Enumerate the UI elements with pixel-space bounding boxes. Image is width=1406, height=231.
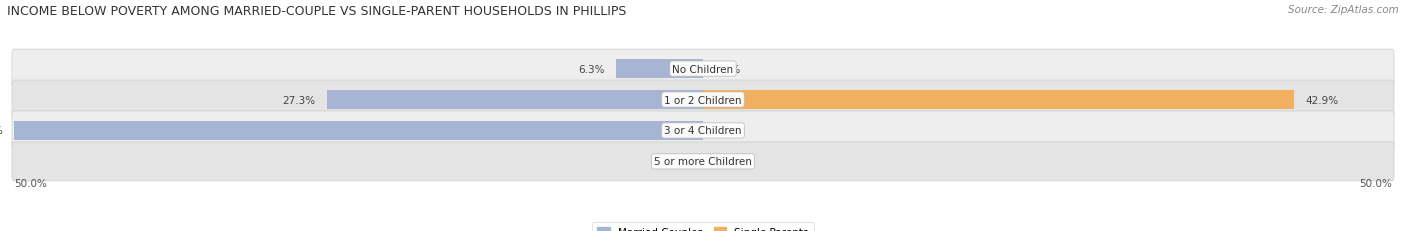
FancyBboxPatch shape [13, 50, 1393, 89]
Text: 3 or 4 Children: 3 or 4 Children [664, 126, 742, 136]
Text: 50.0%: 50.0% [14, 179, 46, 188]
Text: No Children: No Children [672, 64, 734, 74]
Text: 5 or more Children: 5 or more Children [654, 157, 752, 167]
Text: Source: ZipAtlas.com: Source: ZipAtlas.com [1288, 5, 1399, 15]
Bar [326, 91, 703, 110]
Text: 27.3%: 27.3% [283, 95, 316, 105]
Bar [616, 60, 703, 79]
Text: 1 or 2 Children: 1 or 2 Children [664, 95, 742, 105]
Text: 42.9%: 42.9% [1305, 95, 1339, 105]
Text: 6.3%: 6.3% [579, 64, 605, 74]
Text: 0.0%: 0.0% [714, 126, 741, 136]
Legend: Married Couples, Single Parents: Married Couples, Single Parents [592, 222, 814, 231]
Text: 50.0%: 50.0% [0, 126, 3, 136]
Text: 0.0%: 0.0% [665, 157, 692, 167]
Bar [703, 91, 1294, 110]
Text: INCOME BELOW POVERTY AMONG MARRIED-COUPLE VS SINGLE-PARENT HOUSEHOLDS IN PHILLIP: INCOME BELOW POVERTY AMONG MARRIED-COUPL… [7, 5, 627, 18]
FancyBboxPatch shape [13, 112, 1393, 150]
Bar [14, 121, 703, 140]
FancyBboxPatch shape [13, 81, 1393, 119]
Text: 50.0%: 50.0% [1360, 179, 1392, 188]
Text: 0.0%: 0.0% [714, 64, 741, 74]
FancyBboxPatch shape [13, 142, 1393, 181]
Text: 0.0%: 0.0% [714, 157, 741, 167]
